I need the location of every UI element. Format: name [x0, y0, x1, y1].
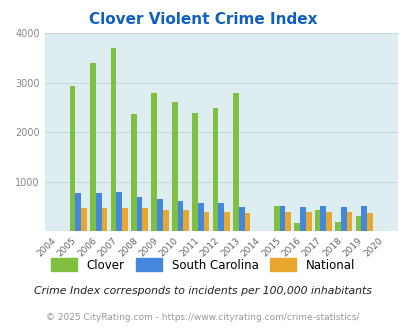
Bar — [346, 212, 352, 231]
Bar — [90, 63, 96, 231]
Bar — [320, 206, 325, 231]
Bar — [340, 207, 346, 231]
Legend: Clover, South Carolina, National: Clover, South Carolina, National — [46, 253, 359, 276]
Bar — [218, 203, 224, 231]
Bar — [238, 207, 244, 231]
Bar — [244, 213, 249, 231]
Bar — [96, 193, 101, 231]
Bar — [203, 212, 209, 231]
Bar — [294, 223, 299, 231]
Bar — [232, 93, 238, 231]
Bar — [101, 208, 107, 231]
Bar — [183, 210, 189, 231]
Bar — [273, 206, 279, 231]
Text: Clover Violent Crime Index: Clover Violent Crime Index — [89, 12, 316, 27]
Bar — [136, 197, 142, 231]
Bar — [157, 199, 162, 231]
Bar — [131, 114, 136, 231]
Bar — [192, 113, 198, 231]
Bar — [279, 206, 285, 231]
Bar — [305, 212, 311, 231]
Bar — [162, 210, 168, 231]
Bar — [151, 93, 157, 231]
Bar — [81, 208, 87, 231]
Bar — [285, 212, 290, 231]
Bar — [122, 208, 128, 231]
Bar — [198, 203, 203, 231]
Bar — [116, 192, 122, 231]
Text: Crime Index corresponds to incidents per 100,000 inhabitants: Crime Index corresponds to incidents per… — [34, 286, 371, 296]
Bar — [212, 108, 218, 231]
Bar — [177, 201, 183, 231]
Bar — [75, 193, 81, 231]
Bar — [70, 86, 75, 231]
Bar — [335, 222, 340, 231]
Bar — [299, 207, 305, 231]
Bar — [325, 212, 331, 231]
Bar — [366, 213, 372, 231]
Bar — [142, 208, 148, 231]
Bar — [224, 212, 229, 231]
Bar — [355, 216, 360, 231]
Text: © 2025 CityRating.com - https://www.cityrating.com/crime-statistics/: © 2025 CityRating.com - https://www.city… — [46, 313, 359, 322]
Bar — [314, 210, 320, 231]
Bar — [110, 48, 116, 231]
Bar — [171, 102, 177, 231]
Bar — [360, 206, 366, 231]
